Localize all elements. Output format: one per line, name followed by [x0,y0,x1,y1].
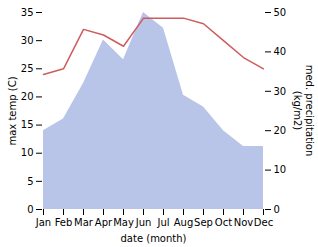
svg-text:5: 5 [27,176,33,187]
svg-text:20: 20 [274,125,287,136]
svg-text:10: 10 [21,147,34,158]
svg-text:0: 0 [274,204,280,215]
svg-text:50: 50 [274,7,287,18]
svg-text:Feb: Feb [55,217,73,228]
svg-text:30: 30 [274,86,287,97]
svg-text:25: 25 [21,63,34,74]
svg-text:0: 0 [27,204,33,215]
svg-text:Jun: Jun [135,217,152,228]
svg-text:35: 35 [21,7,34,18]
svg-text:30: 30 [21,35,34,46]
svg-text:Apr: Apr [95,217,113,228]
svg-text:Jan: Jan [35,217,51,228]
svg-text:15: 15 [21,119,34,130]
svg-text:Jul: Jul [156,217,169,228]
svg-text:40: 40 [274,46,287,57]
svg-text:10: 10 [274,164,287,175]
svg-text:Dec: Dec [254,217,273,228]
svg-text:med. precipitation(kg/m2): med. precipitation(kg/m2) [292,65,315,157]
svg-text:Oct: Oct [215,217,232,228]
svg-text:Mar: Mar [74,217,94,228]
svg-text:Aug: Aug [174,217,194,228]
svg-text:Sep: Sep [194,217,213,228]
svg-text:May: May [113,217,134,228]
svg-text:Nov: Nov [234,217,254,228]
svg-text:date (month): date (month) [121,233,187,244]
svg-text:20: 20 [21,91,34,102]
svg-text:max temp (C): max temp (C) [7,76,18,145]
